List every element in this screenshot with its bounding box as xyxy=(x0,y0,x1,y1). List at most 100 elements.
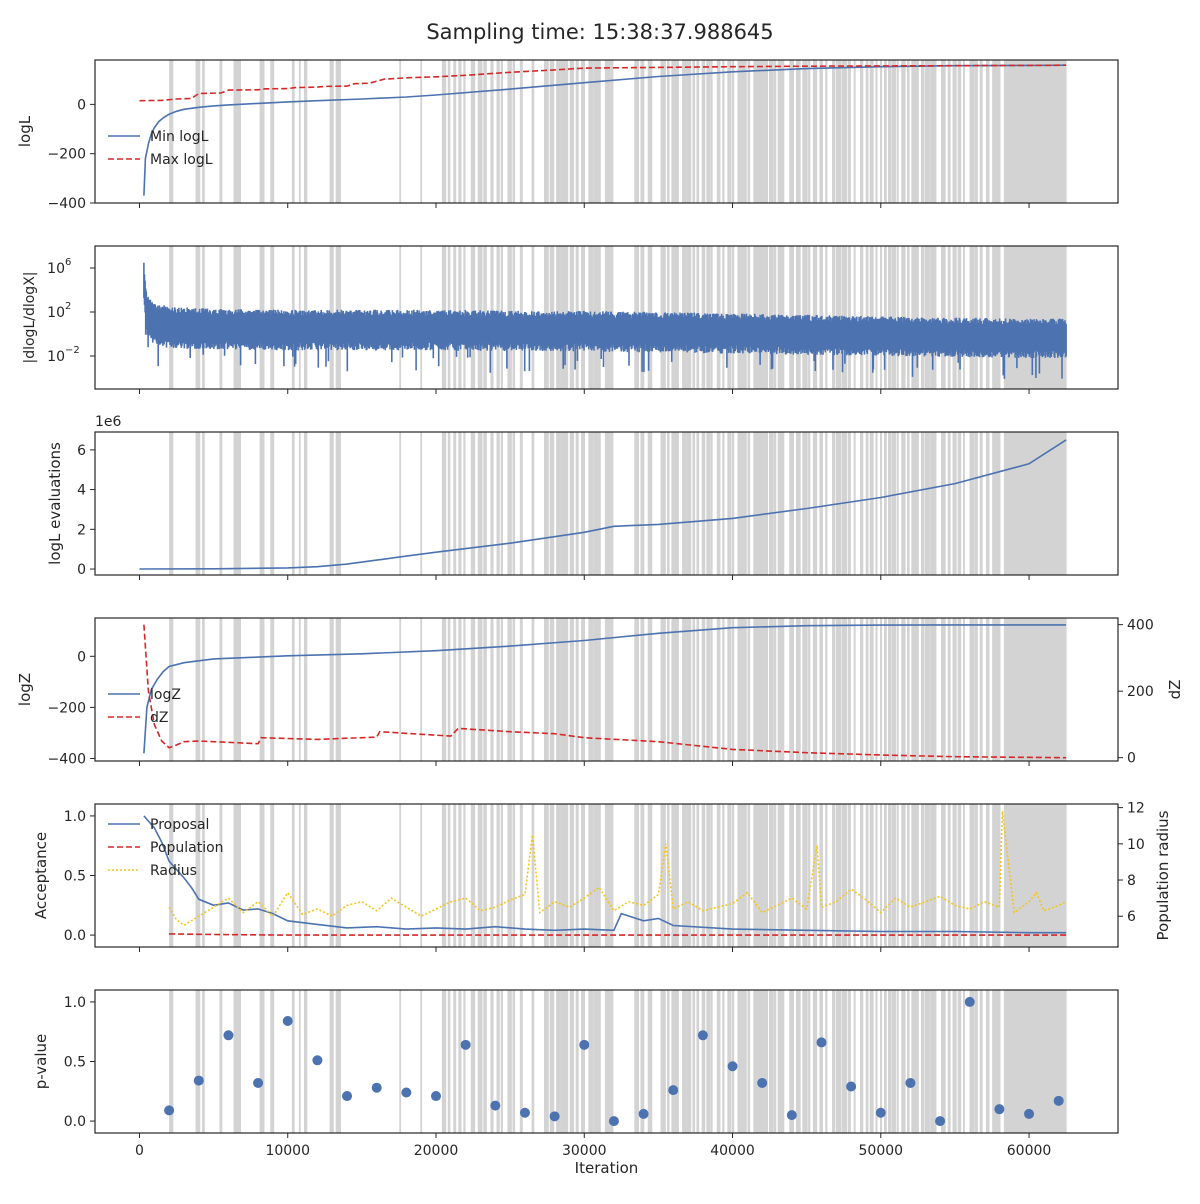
shaded-band xyxy=(920,432,925,575)
shaded-band xyxy=(859,804,864,947)
shaded-band xyxy=(420,60,423,203)
shaded-band xyxy=(753,432,759,575)
shaded-band xyxy=(447,432,451,575)
shaded-band xyxy=(896,804,899,947)
shaded-band xyxy=(335,60,341,203)
shaded-band xyxy=(825,618,828,761)
series-layer xyxy=(139,64,1067,196)
figure-title: Sampling time: 15:38:37.988645 xyxy=(426,20,774,44)
panel-6: 0.0 0.5 1.0 0 10000 20000 30000 40000 50000 60000… xyxy=(32,989,1119,1177)
shaded-band xyxy=(952,990,957,1133)
data-point xyxy=(846,1081,857,1092)
shaded-band xyxy=(675,618,679,761)
shaded-band xyxy=(195,60,201,203)
shaded-band xyxy=(329,618,334,761)
shaded-band xyxy=(879,990,883,1133)
shaded-band xyxy=(957,246,962,389)
shaded-band xyxy=(763,432,768,575)
shaded-band xyxy=(420,990,423,1133)
shaded-band xyxy=(543,990,549,1133)
shaded-band xyxy=(335,618,341,761)
shaded-band xyxy=(930,804,936,947)
data-point xyxy=(549,1111,560,1122)
shaded-band xyxy=(722,990,725,1133)
shaded-band xyxy=(737,990,743,1133)
shaded-band xyxy=(701,432,706,575)
shaded-band xyxy=(399,432,402,575)
shaded-band xyxy=(930,432,936,575)
shaded-band xyxy=(906,804,910,947)
shaded-band xyxy=(692,432,696,575)
shaded-band xyxy=(802,432,808,575)
shaded-band xyxy=(569,432,575,575)
shaded-band xyxy=(666,804,670,947)
shaded-band xyxy=(865,618,869,761)
panel-3: 0 2 4 6 logL evaluations 1e6 xyxy=(46,414,1119,580)
shaded-band xyxy=(901,618,906,761)
shaded-regions xyxy=(169,990,1067,1133)
shaded-band xyxy=(686,804,692,947)
shaded-band xyxy=(564,60,569,203)
shaded-band xyxy=(920,990,925,1133)
shaded-band xyxy=(888,990,892,1133)
shaded-band xyxy=(795,804,801,947)
shaded-band xyxy=(1003,990,1067,1133)
shaded-band xyxy=(531,618,535,761)
shaded-band xyxy=(291,432,295,575)
y-axis-label: p-value xyxy=(32,1034,50,1090)
shaded-band xyxy=(512,804,516,947)
shaded-band xyxy=(941,432,946,575)
shaded-band xyxy=(202,804,205,947)
shaded-band xyxy=(934,990,937,1133)
shaded-band xyxy=(941,618,946,761)
shaded-band xyxy=(763,990,768,1133)
shaded-band xyxy=(1003,60,1067,203)
shaded-band xyxy=(477,804,483,947)
series-layer xyxy=(143,624,1067,759)
shaded-band xyxy=(549,804,555,947)
shaded-band xyxy=(477,60,483,203)
shaded-band xyxy=(741,990,747,1133)
shaded-band xyxy=(747,804,751,947)
data-point xyxy=(193,1075,204,1086)
shaded-band xyxy=(259,618,265,761)
shaded-band xyxy=(841,618,847,761)
shaded-band xyxy=(865,60,869,203)
shaded-band xyxy=(593,618,599,761)
shaded-band xyxy=(581,432,586,575)
shaded-band xyxy=(888,432,892,575)
data-point xyxy=(342,1091,353,1102)
series-line-max-logl xyxy=(139,64,1067,102)
shaded-band xyxy=(716,618,721,761)
shaded-band xyxy=(782,990,785,1133)
shaded-band xyxy=(588,804,594,947)
shaded-band xyxy=(604,804,611,947)
shaded-band xyxy=(581,990,586,1133)
data-point xyxy=(638,1108,649,1119)
shaded-band xyxy=(169,990,174,1133)
shaded-band xyxy=(564,618,569,761)
y-right-tick-label: 200 xyxy=(1127,684,1154,700)
shaded-band xyxy=(660,804,666,947)
shaded-band xyxy=(420,432,423,575)
data-point xyxy=(164,1105,175,1116)
legend: logZ dZ xyxy=(108,687,181,726)
shaded-band xyxy=(969,432,975,575)
shaded-band xyxy=(706,804,711,947)
shaded-band xyxy=(270,60,275,203)
shaded-band xyxy=(941,60,946,203)
shaded-band xyxy=(859,990,864,1133)
shaded-band xyxy=(671,804,677,947)
shaded-band xyxy=(647,804,653,947)
shaded-band xyxy=(879,432,883,575)
shaded-band xyxy=(819,618,823,761)
y-right-tick-label: 6 xyxy=(1127,909,1136,925)
shaded-band xyxy=(841,990,847,1133)
shaded-band xyxy=(808,804,811,947)
shaded-band xyxy=(963,990,965,1133)
shaded-band xyxy=(686,618,692,761)
shaded-band xyxy=(647,990,653,1133)
y-tick-label-exp: 6 xyxy=(65,257,71,268)
shaded-band xyxy=(979,804,983,947)
shaded-band xyxy=(884,618,887,761)
